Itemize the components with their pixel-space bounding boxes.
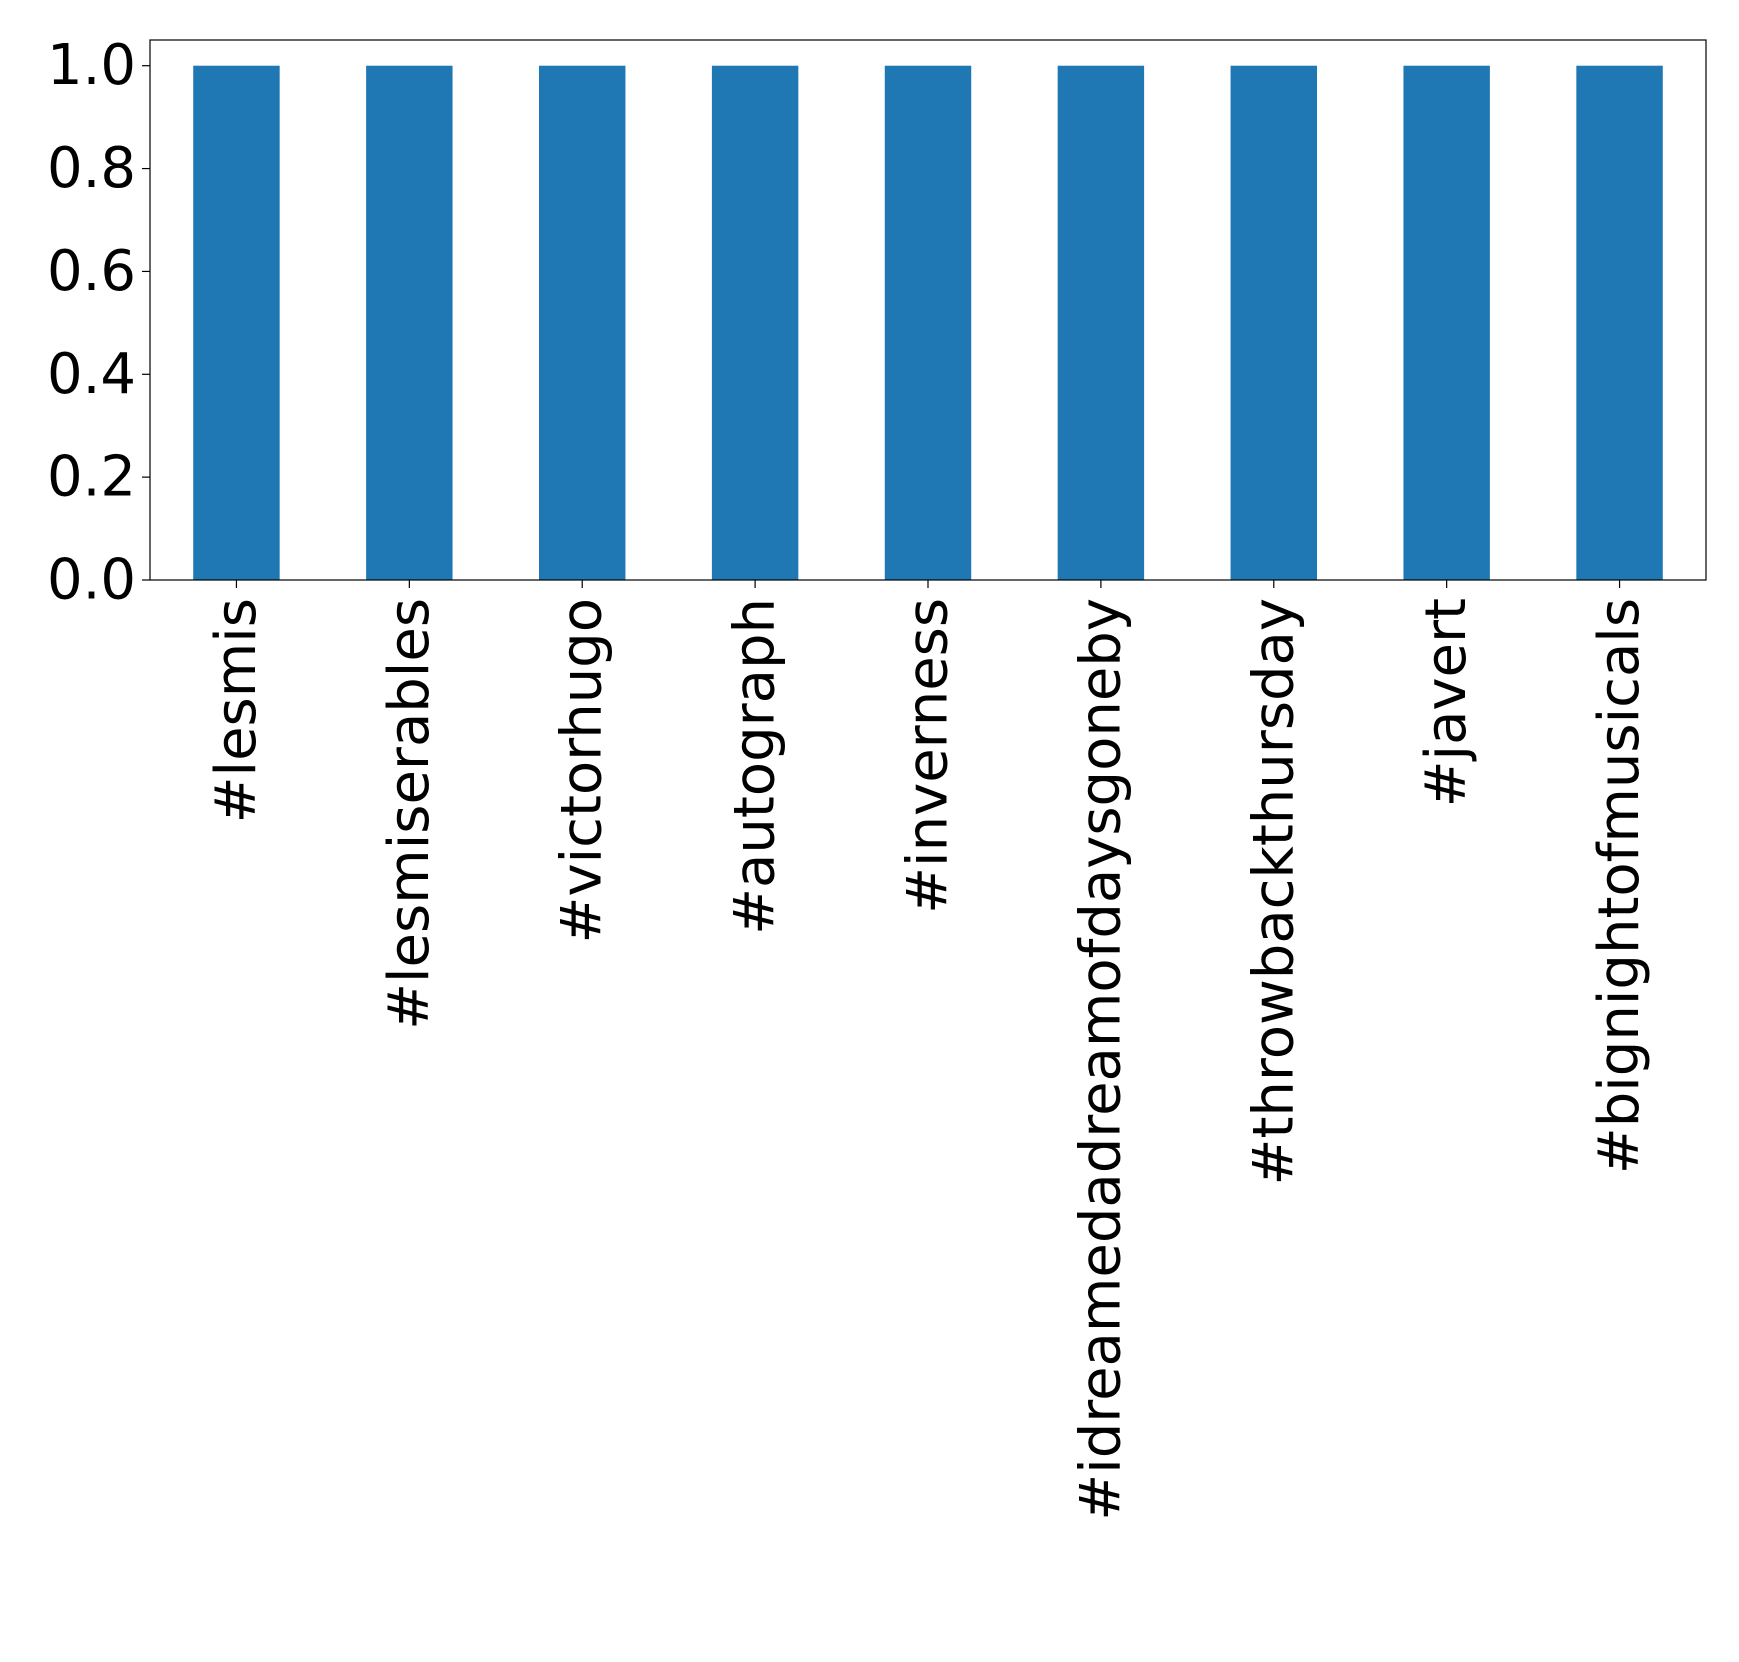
x-tick-label-0: #lesmis [204,598,269,823]
x-tick-label-5: #idreamedadreamofdaysgoneby [1068,598,1133,1521]
plot-frame [149,39,1707,581]
bar-7 [1403,65,1490,580]
y-tick-label-2: 0.4 [47,342,136,407]
y-tick-label-5: 1.0 [47,33,136,98]
bar-4 [884,65,972,580]
bar-2 [539,65,626,580]
bar-8 [1576,65,1663,580]
bars-group [193,65,1663,580]
x-tick-label-4: #inverness [896,598,961,914]
x-tick-label-8: #bignightofmusicals [1587,598,1652,1174]
bar-1 [366,65,453,580]
y-axis: 0.0 0.2 0.4 0.6 0.8 1.0 [47,33,150,613]
bar-0 [193,65,280,580]
x-tick-label-3: #autograph [723,598,788,935]
bar-5 [1057,65,1145,580]
bar-3 [711,65,799,580]
bar-6 [1230,65,1317,580]
x-tick-label-7: #javert [1414,598,1479,807]
y-tick-label-3: 0.6 [47,239,136,304]
x-tick-label-2: #victorhugo [550,598,615,943]
y-tick-label-4: 0.8 [47,136,136,201]
x-tick-label-6: #throwbackthursday [1241,598,1306,1185]
y-tick-label-0: 0.0 [47,548,136,613]
y-tick-label-1: 0.2 [47,445,136,510]
x-axis: #lesmis #lesmiserables #victorhugo #autogra… [204,580,1652,1521]
x-tick-label-1: #lesmiserables [377,598,442,1030]
